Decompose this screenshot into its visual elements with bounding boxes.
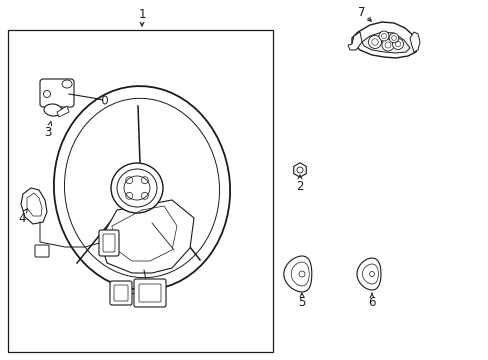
Polygon shape xyxy=(356,258,380,290)
Polygon shape xyxy=(57,106,69,117)
Polygon shape xyxy=(293,163,305,177)
Polygon shape xyxy=(361,32,409,53)
Polygon shape xyxy=(409,32,419,52)
Text: 5: 5 xyxy=(298,297,305,310)
Ellipse shape xyxy=(392,39,403,49)
Text: 7: 7 xyxy=(358,5,365,18)
Polygon shape xyxy=(347,32,361,50)
FancyBboxPatch shape xyxy=(110,281,132,305)
Ellipse shape xyxy=(381,39,393,51)
Ellipse shape xyxy=(111,163,163,213)
Text: 6: 6 xyxy=(367,297,375,310)
Ellipse shape xyxy=(388,33,398,43)
Text: 3: 3 xyxy=(44,126,52,139)
Polygon shape xyxy=(284,256,311,292)
FancyBboxPatch shape xyxy=(134,279,165,307)
FancyBboxPatch shape xyxy=(40,79,74,107)
Ellipse shape xyxy=(54,86,230,290)
FancyBboxPatch shape xyxy=(35,245,49,257)
Ellipse shape xyxy=(368,36,381,49)
Text: 2: 2 xyxy=(296,180,303,193)
Ellipse shape xyxy=(44,104,62,116)
Ellipse shape xyxy=(378,31,388,41)
Polygon shape xyxy=(21,188,47,224)
Polygon shape xyxy=(351,22,417,58)
Text: 1: 1 xyxy=(138,9,145,22)
Polygon shape xyxy=(100,200,194,273)
Ellipse shape xyxy=(47,83,67,97)
Text: 4: 4 xyxy=(18,211,26,225)
FancyBboxPatch shape xyxy=(99,230,119,256)
Bar xyxy=(8,30,272,352)
